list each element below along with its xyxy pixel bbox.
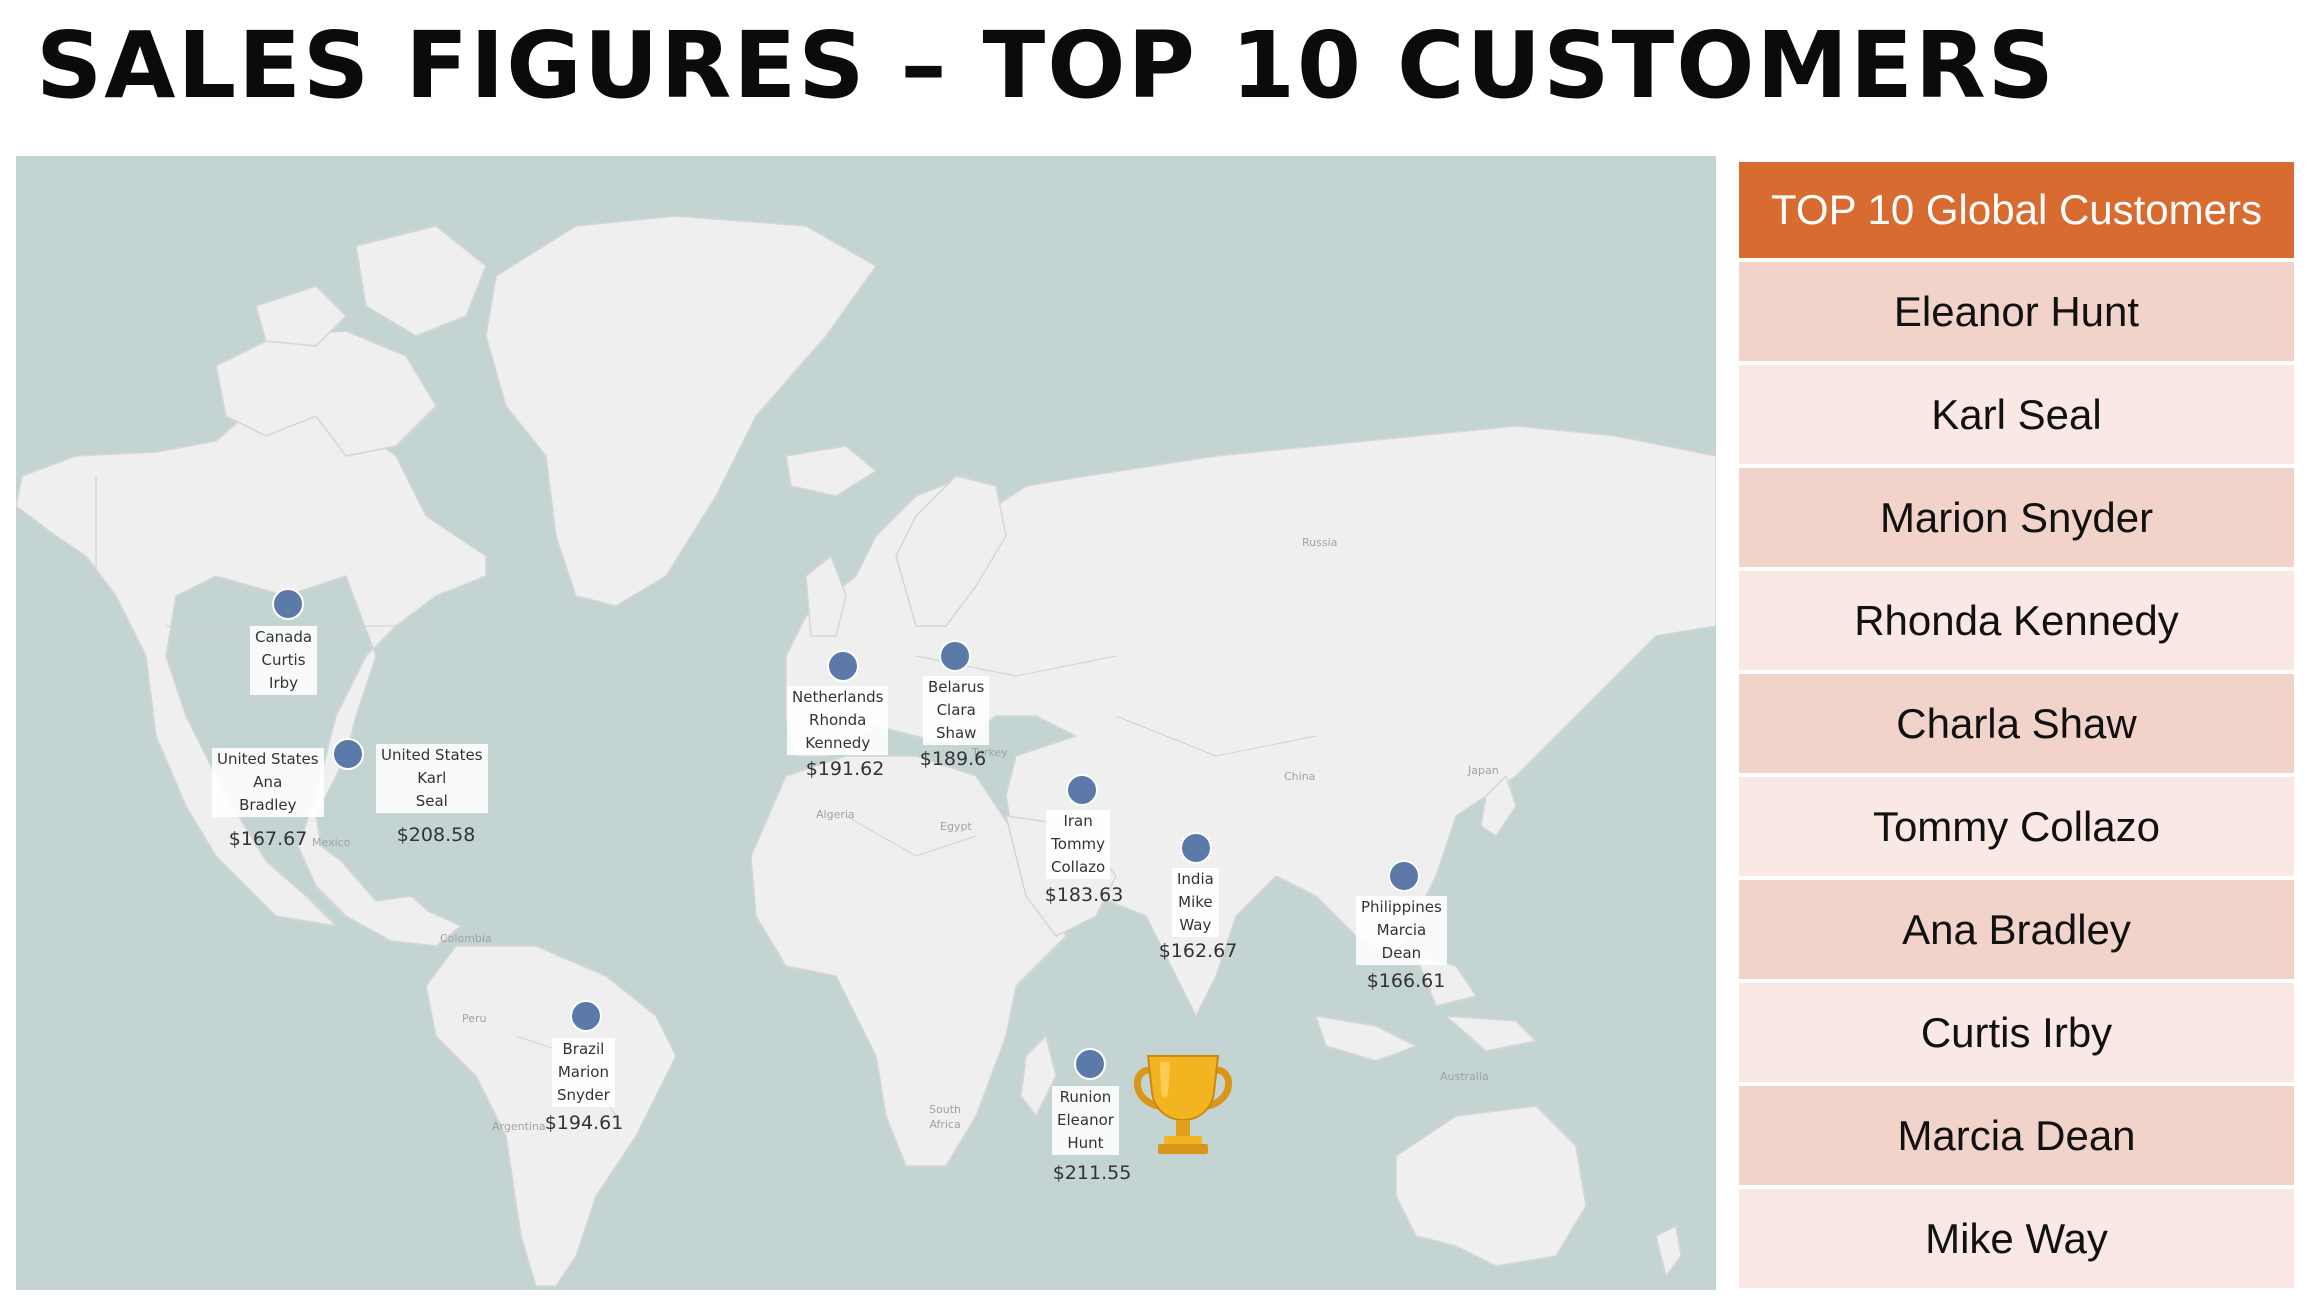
marker-first-name: Ana bbox=[253, 773, 283, 791]
marker-country: United States bbox=[217, 750, 319, 768]
customer-row[interactable]: Rhonda Kennedy bbox=[1739, 571, 2294, 670]
marker-amount: $162.67 bbox=[1158, 940, 1238, 962]
marker-label: United States Karl Seal bbox=[376, 744, 488, 813]
marker-country: India bbox=[1177, 870, 1214, 888]
marker-label: Brazil Marion Snyder bbox=[552, 1038, 615, 1107]
marker-last-name: Hunt bbox=[1067, 1134, 1104, 1152]
customer-row[interactable]: Marcia Dean bbox=[1739, 1086, 2294, 1185]
land-greenland bbox=[485, 215, 877, 607]
marker-first-name: Tommy bbox=[1051, 835, 1106, 853]
trophy-icon bbox=[1133, 1055, 1233, 1154]
marker-first-name: Karl bbox=[417, 769, 447, 787]
marker-country: Belarus bbox=[928, 678, 985, 696]
customer-row[interactable]: Mike Way bbox=[1739, 1189, 2294, 1288]
place-label-argentina: Argentina bbox=[492, 1120, 546, 1133]
place-label-colombia: Colombia bbox=[440, 932, 492, 945]
place-label-south-africa-text: South Africa bbox=[929, 1103, 961, 1131]
land-south-america bbox=[425, 945, 677, 1287]
page-title: SALES FIGURES – TOP 10 CUSTOMERS bbox=[36, 12, 2056, 119]
marker-amount: $166.61 bbox=[1366, 970, 1446, 992]
marker-label: Iran Tommy Collazo bbox=[1046, 810, 1111, 879]
customer-row[interactable]: Marion Snyder bbox=[1739, 468, 2294, 567]
marker-country: Brazil bbox=[562, 1040, 605, 1058]
panel-header: TOP 10 Global Customers bbox=[1739, 162, 2294, 258]
marker-dot[interactable] bbox=[827, 650, 859, 682]
marker-first-name: Curtis bbox=[261, 651, 306, 669]
marker-dot[interactable] bbox=[1388, 860, 1420, 892]
marker-last-name: Dean bbox=[1381, 944, 1422, 962]
top-customers-panel: TOP 10 Global Customers Eleanor Hunt Kar… bbox=[1739, 162, 2294, 1292]
marker-amount: $167.67 bbox=[228, 828, 308, 850]
marker-last-name: Collazo bbox=[1051, 858, 1106, 876]
customer-row[interactable]: Curtis Irby bbox=[1739, 983, 2294, 1082]
customer-row[interactable]: Charla Shaw bbox=[1739, 674, 2294, 773]
marker-first-name: Eleanor bbox=[1057, 1111, 1114, 1129]
marker-label: Runion Eleanor Hunt bbox=[1052, 1086, 1119, 1155]
place-label-china: China bbox=[1284, 770, 1316, 783]
marker-first-name: Clara bbox=[936, 701, 976, 719]
place-label-turkey: Turkey bbox=[972, 746, 1008, 759]
marker-last-name: Shaw bbox=[935, 724, 977, 742]
place-label-peru: Peru bbox=[462, 1012, 487, 1025]
marker-country: United States bbox=[381, 746, 483, 764]
land-australia bbox=[1395, 1105, 1587, 1267]
marker-amount: $194.61 bbox=[544, 1112, 624, 1134]
marker-last-name: Bradley bbox=[239, 796, 297, 814]
marker-first-name: Mike bbox=[1178, 893, 1213, 911]
world-map[interactable]: Russia China Japan Mexico Algeria Egypt … bbox=[16, 156, 1716, 1290]
marker-amount: $208.58 bbox=[396, 824, 476, 846]
place-label-australia: Australia bbox=[1440, 1070, 1489, 1083]
place-label-japan: Japan bbox=[1468, 764, 1499, 777]
marker-last-name: Kennedy bbox=[805, 734, 871, 752]
land-north-america bbox=[16, 385, 487, 947]
marker-first-name: Marcia bbox=[1376, 921, 1427, 939]
marker-last-name: Snyder bbox=[557, 1086, 610, 1104]
customer-row[interactable]: Tommy Collazo bbox=[1739, 777, 2294, 876]
place-label-egypt: Egypt bbox=[940, 820, 972, 833]
place-label-russia: Russia bbox=[1302, 536, 1338, 549]
marker-first-name: Marion bbox=[557, 1063, 609, 1081]
marker-dot[interactable] bbox=[1180, 832, 1212, 864]
world-map-land bbox=[16, 215, 1716, 1287]
land-scandinavia bbox=[895, 475, 1007, 627]
marker-last-name: Irby bbox=[269, 674, 299, 692]
marker-country: Netherlands bbox=[792, 688, 884, 706]
place-label-mexico: Mexico bbox=[312, 836, 351, 849]
marker-dot[interactable] bbox=[1066, 774, 1098, 806]
marker-country: Canada bbox=[255, 628, 313, 646]
marker-dot[interactable] bbox=[1074, 1048, 1106, 1080]
marker-dot[interactable] bbox=[272, 588, 304, 620]
customer-row[interactable]: Eleanor Hunt bbox=[1739, 262, 2294, 361]
customer-row[interactable]: Ana Bradley bbox=[1739, 880, 2294, 979]
marker-amount: $189.6 bbox=[919, 748, 987, 770]
marker-amount: $211.55 bbox=[1052, 1162, 1132, 1184]
marker-last-name: Way bbox=[1179, 916, 1212, 934]
marker-label: Philippines Marcia Dean bbox=[1356, 896, 1447, 965]
marker-label: India Mike Way bbox=[1172, 868, 1219, 937]
land-africa bbox=[750, 755, 1067, 1167]
marker-label: Belarus Clara Shaw bbox=[923, 676, 990, 745]
marker-dot[interactable] bbox=[570, 1000, 602, 1032]
marker-label: Canada Curtis Irby bbox=[250, 626, 318, 695]
marker-dot[interactable] bbox=[939, 640, 971, 672]
marker-country: Runion bbox=[1059, 1088, 1112, 1106]
marker-first-name: Rhonda bbox=[809, 711, 867, 729]
place-label-algeria: Algeria bbox=[816, 808, 855, 821]
place-label-south-africa: South Africa bbox=[920, 1102, 970, 1132]
customer-row[interactable]: Karl Seal bbox=[1739, 365, 2294, 464]
marker-last-name: Seal bbox=[415, 792, 448, 810]
marker-label: Netherlands Rhonda Kennedy bbox=[787, 686, 889, 755]
marker-country: Iran bbox=[1063, 812, 1093, 830]
marker-country: Philippines bbox=[1361, 898, 1442, 916]
marker-label: United States Ana Bradley bbox=[212, 748, 324, 817]
marker-dot[interactable] bbox=[332, 738, 364, 770]
marker-amount: $183.63 bbox=[1044, 884, 1124, 906]
marker-amount: $191.62 bbox=[805, 758, 885, 780]
